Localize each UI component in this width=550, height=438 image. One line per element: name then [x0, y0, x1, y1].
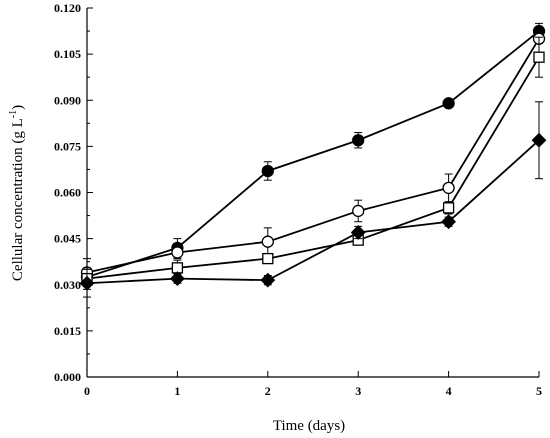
y-axis-title: Cellular concentration (g L-1) [8, 105, 26, 281]
marker-filled-circle [352, 134, 365, 147]
x-axis-title: Time (days) [273, 418, 345, 434]
tick-labels: 0 1 2 3 4 5 0.000 0.015 0.030 0.045 0.060 0.075 0.09… [54, 1, 542, 398]
x-tick-label: 3 [355, 384, 361, 398]
marker-open-square [442, 202, 455, 214]
marker-open-square [262, 252, 274, 265]
y-tick-label: 0.090 [54, 93, 81, 107]
series-line [86, 30, 540, 278]
marker-filled-circle [442, 97, 455, 110]
y-tick-label: 0.045 [54, 232, 81, 246]
x-tick-label: 1 [174, 384, 180, 398]
y-axis-title-superscript: -1 [8, 110, 19, 118]
marker-filled-circle [261, 164, 274, 178]
y-tick-label: 0.015 [54, 324, 81, 338]
marker-open-circle [261, 235, 274, 248]
data-series [79, 22, 547, 298]
marker-filled-diamond [441, 214, 457, 230]
marker-filled-diamond [531, 132, 547, 148]
series-open-square [81, 36, 545, 290]
series-line [86, 38, 540, 274]
axis-ticks [86, 7, 540, 378]
y-tick-label: 0.105 [54, 47, 81, 61]
y-axis-title-close: ) [10, 105, 26, 110]
x-tick-label: 0 [84, 384, 90, 398]
marker-filled-diamond [79, 275, 95, 291]
axes [86, 8, 539, 378]
series-filled-circle [80, 22, 546, 286]
marker-filled-diamond [350, 225, 366, 240]
x-tick-label: 2 [265, 384, 271, 398]
marker-open-circle [171, 246, 184, 259]
x-tick-label: 5 [536, 384, 542, 398]
marker-filled-diamond [169, 271, 185, 287]
y-tick-label: 0.000 [54, 370, 81, 384]
series-line [86, 139, 540, 285]
y-tick-label: 0.120 [54, 1, 81, 15]
marker-open-circle [352, 204, 365, 218]
y-tick-label: 0.030 [54, 278, 81, 292]
x-tick-label: 4 [446, 384, 452, 398]
y-tick-label: 0.075 [54, 139, 81, 153]
marker-open-square [533, 51, 545, 63]
marker-open-circle [442, 181, 455, 195]
series-filled-diamond [79, 101, 547, 298]
y-tick-label: 0.060 [54, 186, 81, 200]
marker-filled-diamond [260, 272, 276, 288]
series-open-circle [80, 32, 546, 287]
series-line [86, 56, 540, 280]
y-axis-title-main: Cellular concentration (g L [10, 118, 26, 281]
